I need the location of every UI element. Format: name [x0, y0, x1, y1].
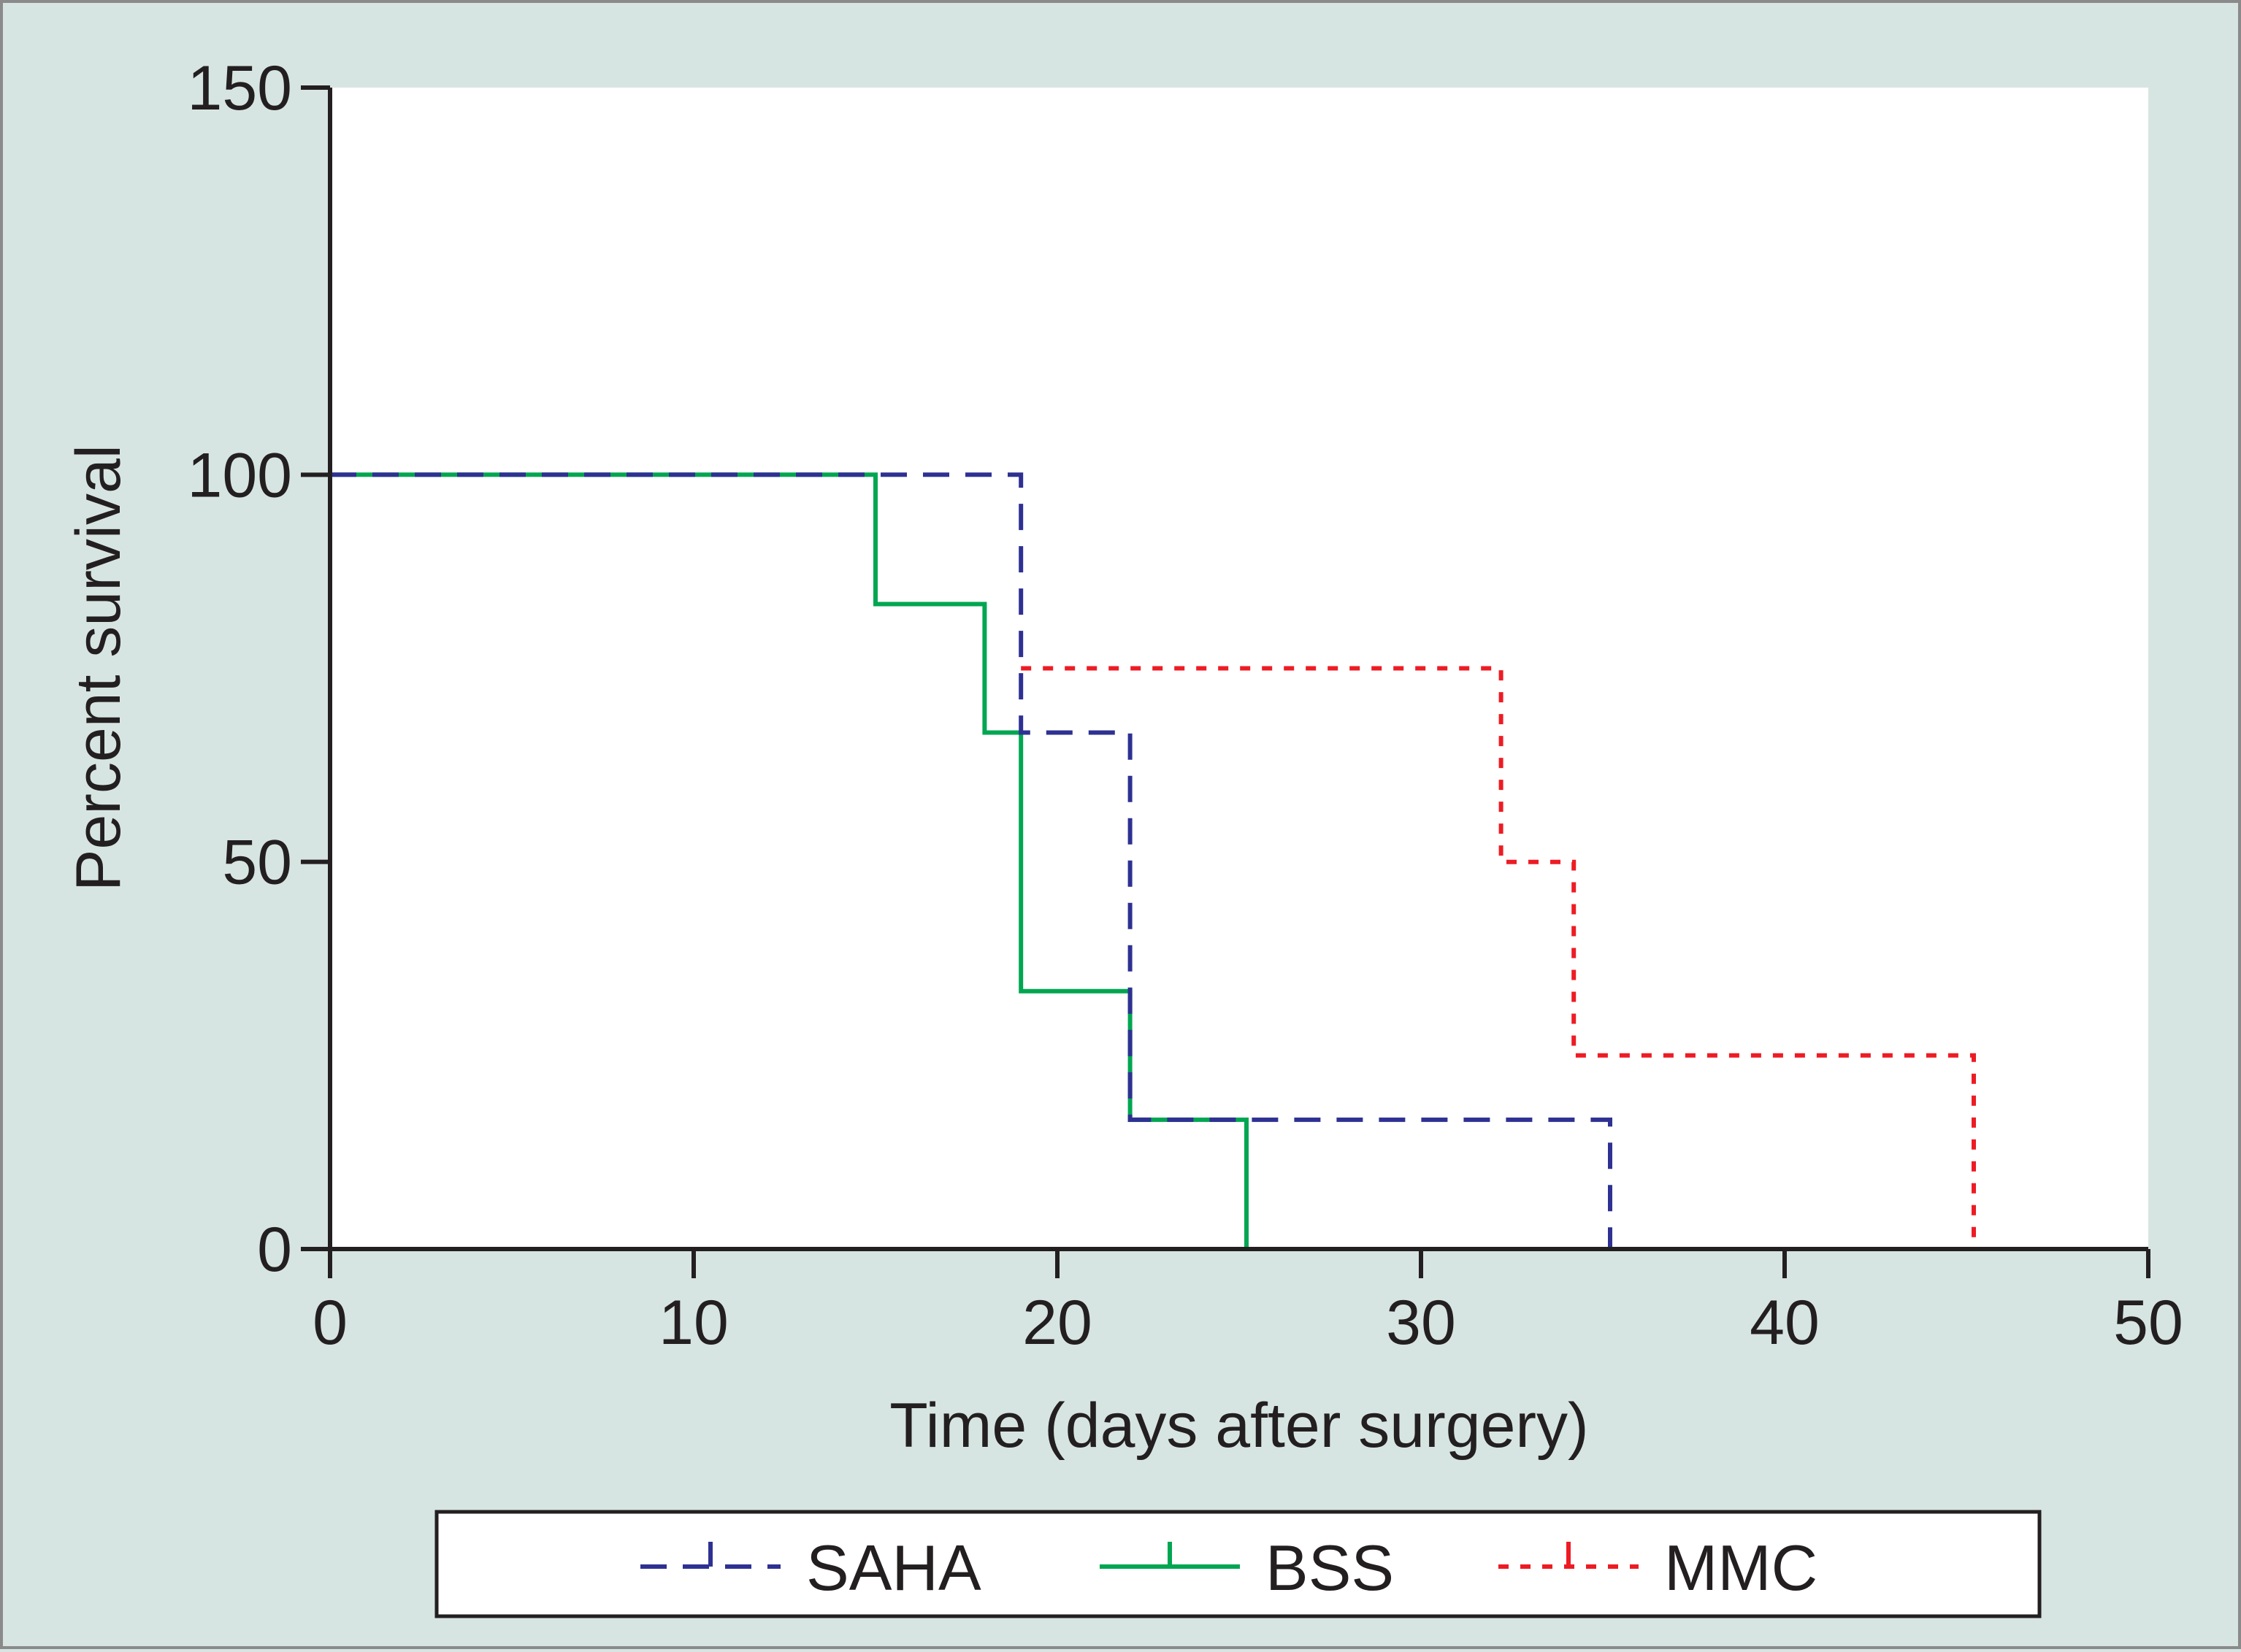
x-tick-label-40: 40 — [1750, 1288, 1820, 1358]
plot-area — [330, 88, 2148, 1249]
y-tick-label-0: 0 — [257, 1215, 292, 1285]
y-tick-label-100: 100 — [188, 440, 293, 510]
series-layer — [330, 472, 1976, 1249]
series-line-saha — [330, 472, 1612, 1249]
x-axis-title: Time (days after surgery) — [889, 1391, 1588, 1461]
x-tick-label-50: 50 — [2113, 1288, 2183, 1358]
y-ticks: 0 50 100 150 — [188, 53, 330, 1285]
x-tick-label-30: 30 — [1386, 1288, 1456, 1358]
legend-box — [434, 1510, 2042, 1618]
legend-item-bss: BSS — [1100, 1532, 1394, 1604]
x-tick-label-10: 10 — [659, 1288, 729, 1358]
x-tick-label-0: 0 — [313, 1288, 348, 1358]
legend: SAHA BSS MMC — [434, 1510, 2042, 1618]
y-axis-title: Percent survival — [64, 445, 134, 891]
legend-label-mmc: MMC — [1664, 1532, 1817, 1604]
y-tick-label-50: 50 — [222, 828, 292, 898]
x-tick-label-20: 20 — [1022, 1288, 1092, 1358]
legend-item-mmc: MMC — [1498, 1532, 1817, 1604]
series-line-mmc — [1021, 666, 1976, 1249]
legend-label-bss: BSS — [1265, 1532, 1394, 1604]
survival-chart: 0 50 100 150 0 10 20 30 40 50 Time (days after s… — [64, 53, 2183, 1618]
y-tick-label-150: 150 — [188, 53, 293, 123]
x-ticks: 0 10 20 30 40 50 — [313, 1249, 2183, 1358]
legend-item-saha: SAHA — [640, 1532, 981, 1604]
legend-label-saha: SAHA — [806, 1532, 981, 1604]
